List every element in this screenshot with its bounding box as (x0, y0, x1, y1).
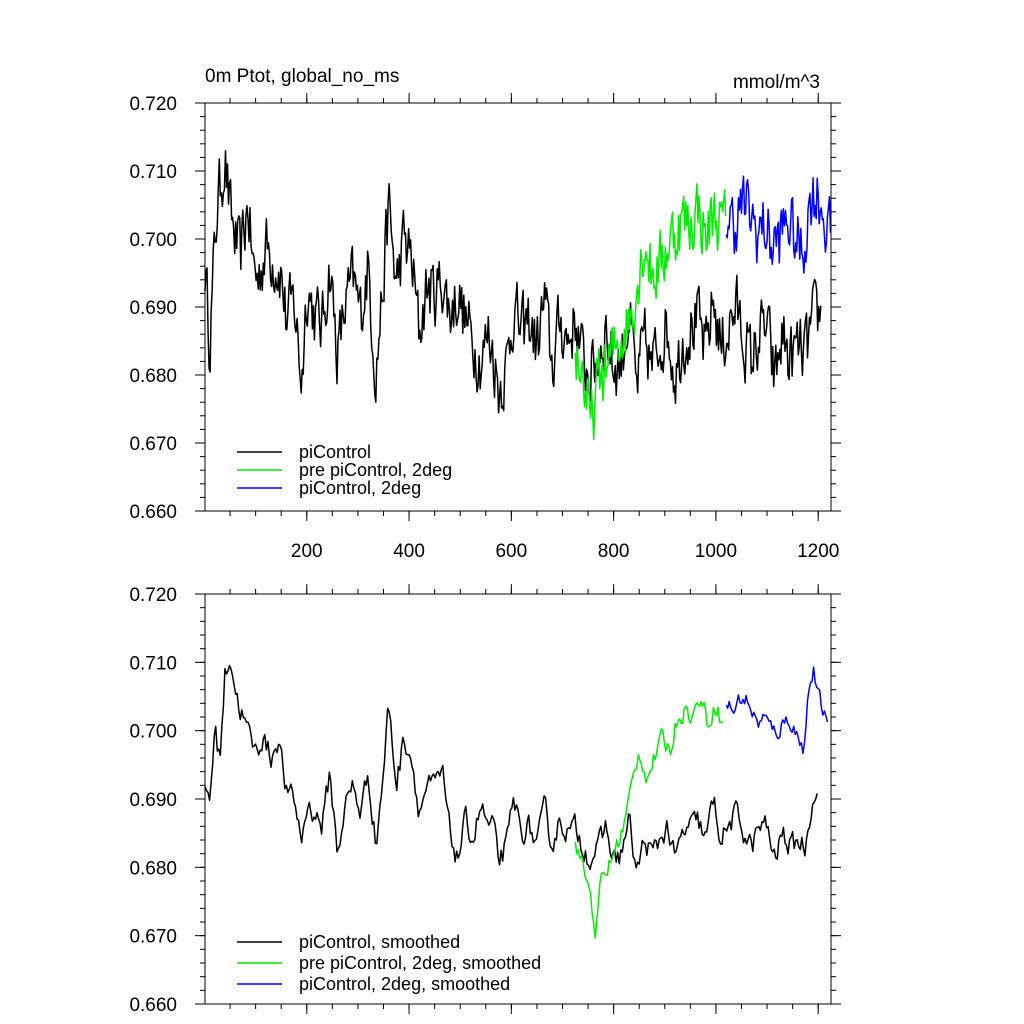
bottom-series-line-0 (204, 664, 818, 871)
top-ytick-label: 0.710 (129, 162, 177, 183)
bottom-series-line-1 (574, 700, 724, 939)
bottom-series-group (204, 664, 829, 939)
bottom-panel: 0.660 0.670 0.680 0.690 0.700 0.710 0.720 piCo… (129, 584, 841, 1016)
top-xtick-label: 400 (393, 541, 425, 562)
bottom-ytick-label: 0.690 (129, 790, 177, 811)
top-ytick-label: 0.690 (129, 298, 177, 319)
bottom-legend-label: pre piControl, 2deg, smoothed (299, 953, 541, 973)
bottom-ytick-label: 0.700 (129, 722, 177, 743)
top-series-group (204, 150, 832, 441)
top-panel: 0.660 0.670 0.680 0.690 0.700 0.710 0.720 200 40… (129, 93, 841, 562)
top-series-line-0 (204, 150, 822, 414)
top-xtick-label: 200 (291, 541, 323, 562)
top-axes: 0.660 0.670 0.680 0.690 0.700 0.710 0.720 200 40… (129, 93, 841, 562)
top-xtick-label: 600 (495, 541, 527, 562)
bottom-ytick-label: 0.680 (129, 858, 177, 879)
top-legend-label: piControl, 2deg (299, 478, 421, 498)
top-ytick-label: 0.700 (129, 230, 177, 251)
top-legend-label: pre piControl, 2deg (299, 460, 452, 480)
top-ytick-label: 0.680 (129, 366, 177, 387)
bottom-series-line-2 (725, 666, 829, 755)
units-label: mmol/m^3 (733, 72, 820, 93)
bottom-legend-label: piControl, smoothed (299, 932, 460, 952)
bottom-ytick-label: 0.710 (129, 653, 177, 674)
bottom-legend-label: piControl, 2deg, smoothed (299, 974, 510, 994)
top-xtick-label: 800 (598, 541, 630, 562)
bottom-axes: 0.660 0.670 0.680 0.690 0.700 0.710 0.720 (129, 584, 841, 1016)
top-series-line-2 (725, 175, 832, 274)
bottom-ytick-label: 0.670 (129, 927, 177, 948)
top-legend-label: piControl (299, 442, 371, 462)
bottom-ytick-label: 0.660 (129, 995, 177, 1016)
top-ytick-label: 0.670 (129, 434, 177, 455)
top-ytick-label: 0.720 (129, 94, 177, 115)
top-ytick-label: 0.660 (129, 502, 177, 523)
top-xtick-label: 1000 (695, 541, 737, 562)
top-series-line-1 (574, 182, 727, 441)
top-xtick-label: 1200 (797, 541, 839, 562)
bottom-ytick-label: 0.720 (129, 585, 177, 606)
chart-title: 0m Ptot, global_no_ms (205, 66, 399, 87)
